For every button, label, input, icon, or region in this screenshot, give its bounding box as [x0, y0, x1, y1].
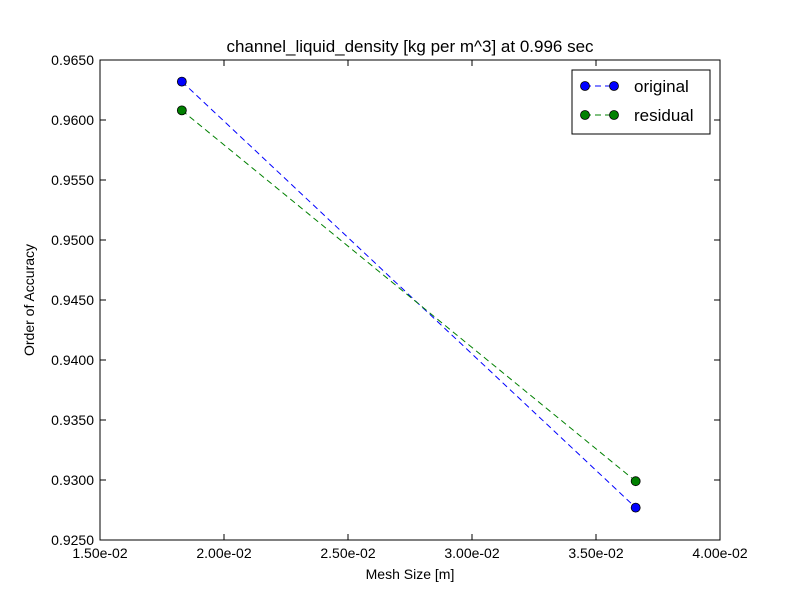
- legend-marker: [609, 81, 619, 91]
- series-line-original: [181, 81, 637, 508]
- legend-label: residual: [634, 106, 694, 125]
- x-tick-label: 4.00e-02: [692, 545, 747, 561]
- data-point-original: [176, 76, 187, 87]
- legend-box: [571, 69, 711, 135]
- data-point-residual: [630, 476, 641, 487]
- series-layer: [176, 76, 641, 513]
- legend-label: original: [634, 77, 689, 96]
- series-line-residual: [181, 110, 636, 482]
- ticks: 1.50e-02 2.00e-02 2.50e-02 3.00e-02 3.50e-02…: [51, 52, 748, 561]
- y-tick-label: 0.9300: [51, 472, 94, 488]
- y-tick-label: 0.9650: [51, 52, 94, 68]
- y-tick-label: 0.9350: [51, 412, 94, 428]
- x-tick-label: 2.00e-02: [196, 545, 251, 561]
- y-tick-label: 0.9400: [51, 352, 94, 368]
- legend-item-residual: residual: [580, 106, 694, 125]
- x-tick-label: 1.50e-02: [72, 545, 127, 561]
- legend-item-original: original: [580, 77, 689, 96]
- legend: original residual: [571, 69, 711, 135]
- y-axis-label: Order of Accuracy: [21, 244, 37, 356]
- x-axis-label: Mesh Size [m]: [366, 566, 455, 582]
- series-original: [176, 76, 641, 513]
- legend-marker: [609, 110, 619, 120]
- chart-title: channel_liquid_density [kg per m^3] at 0…: [226, 37, 594, 56]
- x-tick-label: 3.50e-02: [568, 545, 623, 561]
- x-tick-label: 3.00e-02: [444, 545, 499, 561]
- legend-marker: [580, 110, 590, 120]
- series-residual: [176, 105, 641, 487]
- x-tick-label: 2.50e-02: [320, 545, 375, 561]
- y-tick-label: 0.9250: [51, 532, 94, 548]
- data-point-residual: [176, 105, 187, 116]
- y-tick-label: 0.9550: [51, 172, 94, 188]
- y-tick-label: 0.9600: [51, 112, 94, 128]
- data-point-original: [630, 502, 641, 513]
- legend-marker: [580, 81, 590, 91]
- y-tick-label: 0.9450: [51, 292, 94, 308]
- y-tick-label: 0.9500: [51, 232, 94, 248]
